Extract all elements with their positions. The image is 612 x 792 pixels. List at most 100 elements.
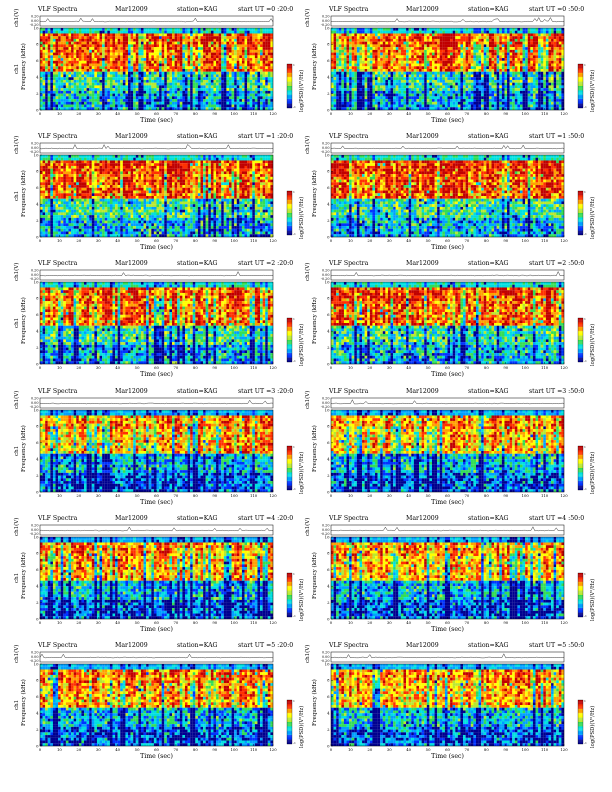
panel-1-cell — [47, 41, 51, 45]
panel-2-cell — [375, 90, 378, 94]
panel-2-cell — [450, 90, 453, 94]
panel-1-cell — [133, 71, 136, 75]
panel-1-cell — [52, 74, 56, 78]
panel-1-cell — [68, 107, 72, 111]
panel-2-cell — [457, 71, 461, 75]
panel-2-cell — [465, 77, 469, 80]
panel-2-cell — [372, 60, 376, 64]
panel-2-cell — [421, 96, 425, 100]
panel-2-cell — [450, 107, 453, 111]
panel-1-cell — [52, 82, 56, 86]
panel-2-cell — [452, 58, 456, 61]
panel-1-cell — [71, 55, 74, 59]
panel-1-waveform-ytick: -0.20 — [30, 23, 39, 27]
panel-1-cell — [73, 93, 77, 97]
panel-2-cell — [331, 63, 334, 67]
panel-1-cell — [68, 71, 72, 75]
panel-1-cell — [52, 44, 56, 48]
panel-1-cell — [195, 52, 198, 56]
panel-1-cell — [40, 79, 43, 83]
panel-2-cell — [488, 104, 492, 108]
panel-2-cell — [351, 41, 355, 45]
panel-1-cell — [99, 58, 103, 61]
panel-1-cell — [187, 90, 191, 94]
panel-2-cell — [509, 74, 513, 78]
panel-1-cell — [257, 44, 261, 48]
panel-1-cell — [140, 36, 144, 39]
panel-2-cell — [408, 60, 412, 64]
panel-1-cell — [122, 49, 126, 53]
panel-1-cell — [47, 49, 51, 53]
panel-2-cell — [468, 60, 471, 64]
panel-2-cell — [346, 33, 350, 37]
panel-1-cell — [112, 77, 116, 80]
panel-1-cell — [247, 60, 250, 64]
panel-1-cell — [203, 88, 206, 91]
panel-1-cell — [267, 74, 271, 78]
panel-2-cell — [398, 44, 401, 48]
panel-2-cell — [336, 41, 339, 45]
panel-1-cell — [254, 38, 258, 42]
panel-1-cell — [159, 85, 162, 89]
panel-1-cell — [184, 28, 188, 31]
panel-1-cell — [159, 28, 162, 31]
panel-1-cell — [81, 96, 85, 100]
panel-2-cell — [465, 66, 469, 70]
panel-2-cell — [468, 33, 471, 37]
panel-2-cell — [411, 58, 414, 61]
panel-1-cell — [192, 49, 196, 53]
panel-1-cell — [133, 90, 136, 94]
panel-2-cell — [452, 33, 456, 37]
panel-1-cell — [265, 85, 268, 89]
panel-2-cell — [362, 63, 365, 67]
panel-2-cell — [398, 85, 401, 89]
panel-1-cell — [58, 36, 61, 39]
panel-1-cell — [99, 77, 103, 80]
panel-1-cell — [65, 107, 69, 111]
panel-1-cell — [140, 88, 144, 91]
panel-1-cell — [42, 36, 46, 39]
panel-1-cell — [172, 99, 175, 102]
panel-1-cell — [166, 58, 170, 61]
panel-1-cell — [166, 93, 170, 97]
panel-2-cell — [463, 85, 466, 89]
panel-2-cell — [421, 79, 425, 83]
panel-1-cell — [244, 30, 248, 34]
panel-1-cell — [164, 96, 167, 100]
panel-2-cell — [356, 41, 360, 45]
panel-1-cell — [65, 60, 69, 64]
panel-1-cell — [42, 85, 46, 89]
panel-1-cell — [195, 28, 198, 31]
panel-2-cell — [333, 38, 337, 42]
panel-1-cell — [267, 82, 271, 86]
panel-1-cell — [270, 66, 274, 70]
panel-1-cell — [63, 58, 66, 61]
panel-1-cell — [146, 49, 149, 53]
panel-2-cell — [507, 44, 510, 48]
panel-2-cell — [437, 36, 440, 39]
panel-1-cell — [130, 85, 134, 89]
panel-1-cell — [96, 74, 100, 78]
panel-2-cell — [367, 36, 370, 39]
panel-2-cell — [496, 55, 500, 59]
panel-1-cell — [125, 96, 129, 100]
panel-1-cell — [257, 69, 261, 72]
panel-2-cell — [455, 77, 458, 80]
panel-2-cell — [331, 33, 334, 37]
panel-2-cell — [457, 74, 461, 78]
panel-2-cell — [468, 44, 471, 48]
panel-2-cell — [509, 33, 513, 37]
panel-2-cell — [351, 36, 355, 39]
panel-2-cell — [375, 82, 378, 86]
panel-1-cell — [228, 74, 232, 78]
panel-1-cell — [260, 104, 263, 108]
panel-1-cell — [257, 63, 261, 67]
panel-1-cell — [151, 107, 154, 111]
panel-1-cell — [133, 30, 136, 34]
panel-1-cell — [40, 63, 43, 67]
panel-2-cell — [470, 90, 474, 94]
panel-1-cell — [226, 77, 230, 80]
panel-1-cell — [112, 38, 116, 42]
panel-2-cell — [395, 99, 399, 102]
panel-1-cell — [52, 58, 56, 61]
